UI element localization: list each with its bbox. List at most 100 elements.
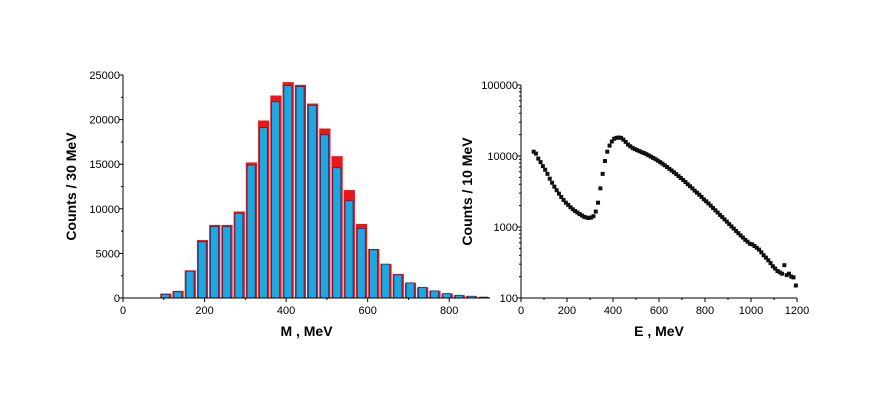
data-point xyxy=(630,145,635,150)
data-point xyxy=(669,168,674,173)
data-point xyxy=(605,149,610,154)
data-point xyxy=(759,250,764,255)
data-point xyxy=(632,147,637,152)
data-point xyxy=(692,188,697,193)
data-point xyxy=(538,160,543,165)
bar-blue xyxy=(246,164,256,299)
data-point xyxy=(561,198,566,203)
y-tick-label: 20000 xyxy=(89,115,120,127)
data-point xyxy=(563,200,568,205)
bar-blue xyxy=(356,228,366,299)
data-point xyxy=(593,209,598,214)
data-point xyxy=(750,242,755,247)
data-point xyxy=(655,158,660,163)
data-point xyxy=(784,273,789,278)
data-point xyxy=(757,247,762,252)
x-tick-label: 1200 xyxy=(785,305,809,317)
data-point xyxy=(642,151,647,156)
data-point xyxy=(740,235,745,240)
x-tick-label: 200 xyxy=(195,305,213,317)
bar-blue xyxy=(283,85,293,299)
x-tick-label: 800 xyxy=(696,305,714,317)
data-point xyxy=(667,166,672,171)
data-point xyxy=(688,184,693,189)
bar-blue xyxy=(344,200,354,299)
data-point xyxy=(600,171,605,176)
data-point xyxy=(681,177,686,182)
data-point xyxy=(607,143,612,148)
data-point xyxy=(766,258,771,263)
bar-blue xyxy=(405,282,415,299)
data-point xyxy=(575,210,580,215)
data-point xyxy=(543,167,548,172)
data-point xyxy=(612,136,617,141)
data-point xyxy=(635,148,640,153)
x-tick-label: 200 xyxy=(558,305,576,317)
bar-blue xyxy=(258,127,268,299)
data-point xyxy=(699,194,704,199)
data-point xyxy=(586,215,591,220)
data-point xyxy=(761,253,766,258)
bar-blue xyxy=(271,101,281,299)
y-tick-label: 5000 xyxy=(96,248,120,260)
bar-blue xyxy=(234,212,244,299)
data-point xyxy=(717,212,722,217)
x-axis-title: M , MeV xyxy=(280,323,333,339)
data-point xyxy=(550,180,555,185)
x-tick-label: 0 xyxy=(120,305,126,317)
x-tick-label: 0 xyxy=(518,305,524,317)
data-point xyxy=(777,270,782,275)
data-point xyxy=(701,197,706,202)
data-point xyxy=(791,275,796,280)
data-point xyxy=(671,170,676,175)
y-axis-title: Counts / 10 MeV xyxy=(459,137,475,246)
data-point xyxy=(531,149,536,154)
data-point xyxy=(685,182,690,187)
data-point xyxy=(731,226,736,231)
data-point xyxy=(743,237,748,242)
y-tick-label: 15000 xyxy=(89,159,120,171)
bar-blue xyxy=(332,167,342,299)
data-point xyxy=(775,269,780,274)
data-point xyxy=(676,174,681,179)
data-point xyxy=(619,135,624,140)
bar-blue xyxy=(210,226,219,299)
data-point xyxy=(602,159,607,164)
data-point xyxy=(554,188,559,193)
data-point xyxy=(683,180,688,185)
data-point xyxy=(713,208,718,213)
data-point xyxy=(625,142,630,147)
data-point xyxy=(568,205,573,210)
data-point xyxy=(665,164,670,169)
data-point xyxy=(770,264,775,269)
data-point xyxy=(738,233,743,238)
energy-spectrum-chart: 100 1000 10000 100000 0 200 400 600 800 1000 1200 E… xyxy=(459,80,809,339)
bar-blue xyxy=(393,274,403,299)
bar-blue xyxy=(197,241,207,299)
data-point xyxy=(577,212,582,217)
data-point xyxy=(694,190,699,195)
data-point xyxy=(637,149,642,154)
data-point xyxy=(589,215,594,220)
bar-blue xyxy=(295,86,305,299)
data-point xyxy=(653,157,658,162)
data-point xyxy=(754,245,759,250)
data-point xyxy=(793,283,798,288)
bar-blue xyxy=(185,270,195,299)
data-point xyxy=(614,135,619,140)
data-point xyxy=(628,144,633,149)
data-point xyxy=(609,139,614,144)
data-point xyxy=(690,186,695,191)
data-point xyxy=(773,266,778,271)
bar-blue xyxy=(222,226,232,299)
data-point xyxy=(545,171,550,176)
data-point xyxy=(745,239,750,244)
x-tick-label: 800 xyxy=(440,305,458,317)
bar-blue xyxy=(381,263,391,299)
bar-blue xyxy=(161,294,170,299)
data-point xyxy=(540,164,545,169)
data-point xyxy=(582,214,587,219)
data-point xyxy=(559,194,564,199)
data-point xyxy=(596,200,601,205)
data-point xyxy=(708,203,713,208)
